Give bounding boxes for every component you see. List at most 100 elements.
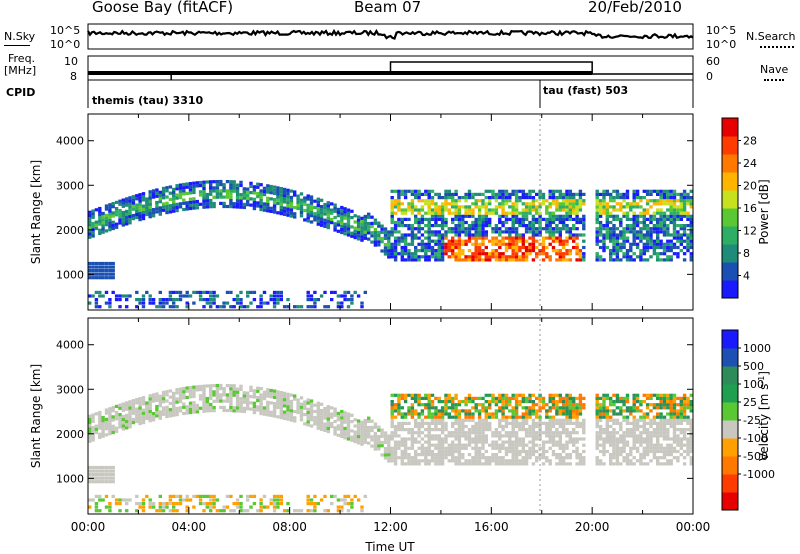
power-cell <box>128 199 132 203</box>
velocity-cell <box>151 393 156 397</box>
power-cell <box>390 255 394 259</box>
power-cell <box>474 205 478 209</box>
velocity-cell <box>269 498 273 502</box>
velocity-cell <box>575 449 579 454</box>
velocity-cell <box>464 409 468 413</box>
power-cell <box>535 208 539 212</box>
power-cell <box>286 305 290 309</box>
power-cell <box>148 212 152 216</box>
velocity-cell <box>94 473 99 477</box>
velocity-cell <box>407 456 411 460</box>
velocity-cell <box>514 434 519 438</box>
velocity-cell <box>666 418 670 422</box>
velocity-cell <box>410 437 415 441</box>
nsearch-legend-line <box>760 46 794 48</box>
velocity-cell <box>682 437 687 441</box>
velocity-cell <box>639 462 643 466</box>
power-cell <box>528 205 532 209</box>
velocity-cell <box>108 509 112 513</box>
velocity-cell <box>568 412 572 416</box>
power-cell <box>165 195 169 199</box>
velocity-cell <box>350 505 354 509</box>
power-cell <box>467 189 472 193</box>
power-cell <box>151 214 156 218</box>
colorbar-swatch <box>722 348 738 367</box>
power-cell <box>363 221 367 225</box>
power-cell <box>686 199 690 203</box>
power-cell <box>645 233 650 237</box>
power-cell <box>447 192 451 196</box>
power-cell <box>481 227 485 231</box>
velocity-cell <box>474 434 478 438</box>
velocity-cell <box>689 393 693 397</box>
velocity-cell <box>417 453 421 457</box>
velocity-cell <box>676 428 680 432</box>
power-cell <box>259 204 263 209</box>
power-cell <box>397 205 401 209</box>
power-cell <box>222 189 226 193</box>
velocity-cell <box>390 403 394 407</box>
velocity-cell <box>91 429 95 433</box>
velocity-cell <box>504 446 509 450</box>
velocity-cell <box>467 393 472 397</box>
power-cell <box>676 255 680 259</box>
velocity-cell <box>602 453 606 457</box>
velocity-cell <box>568 434 572 438</box>
power-cell <box>464 233 468 237</box>
velocity-cell <box>417 462 421 466</box>
velocity-cell <box>427 453 431 457</box>
velocity-cell <box>578 396 583 400</box>
power-cell <box>632 252 636 256</box>
velocity-cell <box>125 416 129 421</box>
velocity-cell <box>340 409 344 414</box>
power-cell <box>447 202 451 206</box>
velocity-cell <box>306 413 310 418</box>
velocity-cell <box>239 387 243 391</box>
velocity-cell <box>689 424 693 429</box>
power-cell <box>477 258 482 262</box>
power-cell <box>289 205 294 209</box>
velocity-cell <box>457 403 462 407</box>
power-cell <box>407 205 411 209</box>
velocity-cell <box>262 494 267 498</box>
power-cell <box>108 215 112 219</box>
velocity-cell <box>108 425 112 430</box>
velocity-cell <box>229 396 233 400</box>
power-cell <box>437 208 441 212</box>
power-cell <box>444 242 448 246</box>
power-cell <box>609 220 613 225</box>
power-cell <box>605 220 609 225</box>
power-cell <box>242 187 246 191</box>
power-cell <box>430 249 435 253</box>
velocity-cell <box>397 396 401 400</box>
velocity-cell <box>299 418 304 422</box>
velocity-cell <box>558 434 562 438</box>
power-cell <box>272 210 277 214</box>
velocity-cell <box>531 453 536 457</box>
velocity-cell <box>420 431 425 435</box>
velocity-cell <box>410 412 415 416</box>
power-cell <box>642 236 646 240</box>
velocity-cell <box>484 449 488 454</box>
power-cell <box>266 209 270 213</box>
velocity-cell <box>471 462 475 466</box>
power-cell <box>360 226 364 230</box>
velocity-cell <box>326 414 330 418</box>
velocity-cell <box>629 434 633 438</box>
velocity-cell <box>400 421 404 425</box>
power-cell <box>440 217 445 221</box>
power-cell <box>524 211 529 215</box>
power-cell <box>188 206 193 211</box>
power-cell <box>326 210 330 214</box>
power-cell <box>205 196 209 200</box>
velocity-cell <box>548 437 552 441</box>
velocity-cell <box>128 415 132 419</box>
velocity-cell <box>645 431 650 435</box>
power-cell <box>114 222 119 226</box>
velocity-cell <box>252 401 257 405</box>
velocity-cell <box>259 498 263 502</box>
power-cell <box>309 220 314 224</box>
power-cell <box>219 179 223 184</box>
velocity-cell <box>498 434 502 438</box>
power-cell <box>662 252 667 256</box>
